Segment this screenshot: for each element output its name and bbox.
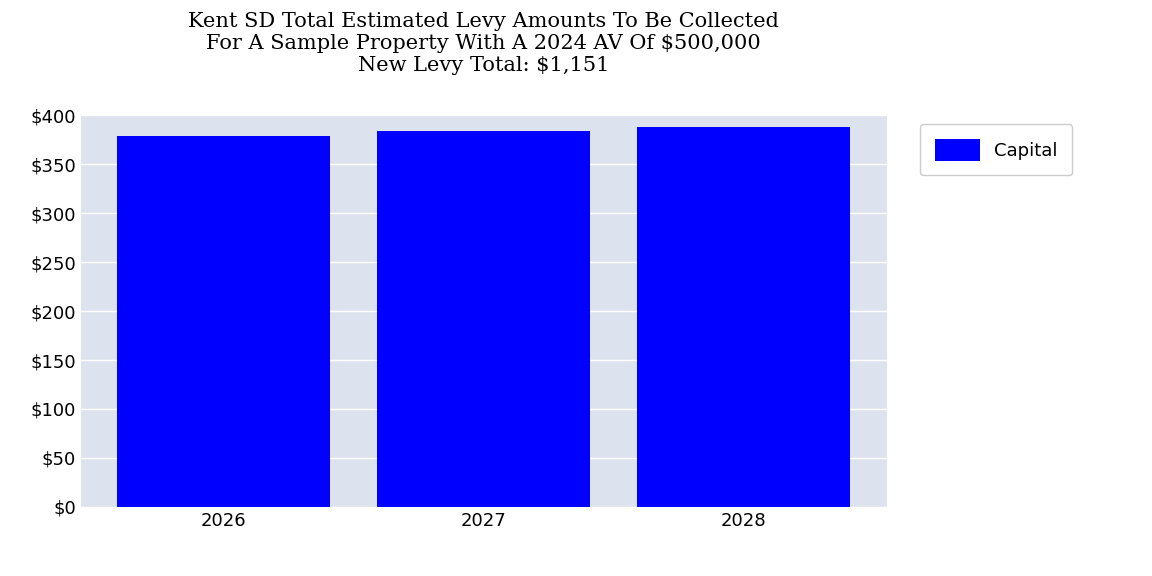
Bar bbox=[377, 131, 591, 507]
Text: Kent SD Total Estimated Levy Amounts To Be Collected
For A Sample Property With : Kent SD Total Estimated Levy Amounts To … bbox=[189, 12, 779, 74]
Bar bbox=[637, 127, 850, 507]
Bar bbox=[118, 136, 331, 507]
Legend: Capital: Capital bbox=[920, 124, 1073, 175]
